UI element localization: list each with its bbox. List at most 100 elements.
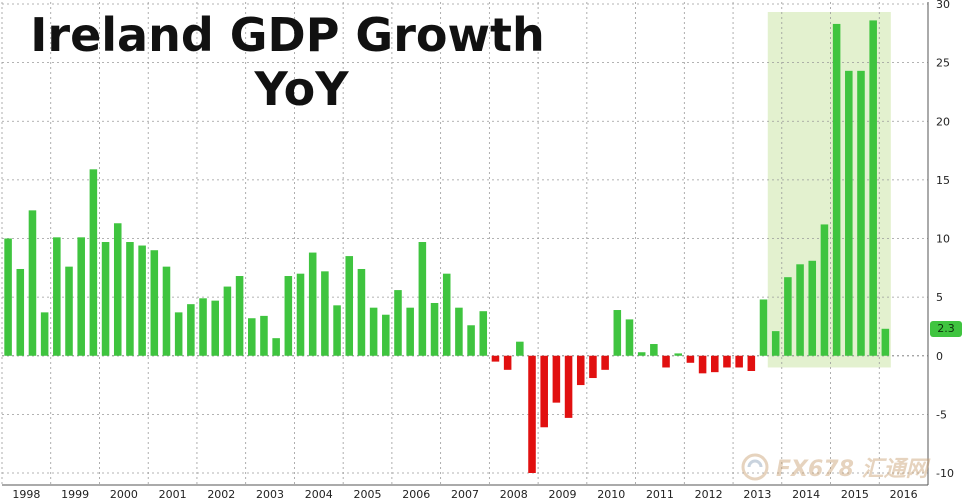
x-tick-label: 1998	[12, 488, 40, 501]
y-tick-label: 20	[936, 115, 950, 128]
y-tick-label: 30	[936, 0, 950, 11]
bar	[759, 299, 768, 356]
chart-title: Ireland GDP Growth YoY	[0, 8, 575, 116]
bar	[576, 355, 585, 386]
y-tick-label: 5	[936, 291, 943, 304]
bar	[832, 23, 841, 356]
x-tick-label: 2014	[792, 488, 820, 501]
bar	[394, 290, 402, 356]
bar	[321, 271, 329, 356]
bar	[686, 355, 695, 363]
bar	[308, 252, 317, 356]
x-tick-label: 2010	[597, 488, 625, 501]
bar	[89, 169, 98, 356]
bar	[418, 242, 427, 356]
x-tick-label: 2006	[402, 488, 430, 501]
bar	[674, 353, 683, 356]
bar	[284, 276, 293, 356]
x-tick-label: 2005	[354, 488, 382, 501]
y-tick-label: 25	[936, 57, 950, 70]
bar	[820, 224, 829, 356]
x-tick-label: 2001	[159, 488, 187, 501]
bar	[65, 266, 73, 356]
fx678-swirl-logo-icon	[741, 453, 769, 481]
bar	[552, 355, 561, 403]
bar	[564, 355, 573, 418]
watermark: FX678 汇通网	[740, 450, 955, 484]
bar	[406, 307, 414, 356]
bar	[138, 245, 146, 356]
bar	[662, 355, 670, 368]
y-tick-label: 15	[936, 174, 950, 187]
bar	[503, 355, 512, 370]
bar	[613, 310, 622, 356]
bar	[455, 307, 463, 356]
title-line-1: Ireland GDP Growth	[30, 8, 545, 62]
x-tick-label: 2011	[646, 488, 674, 501]
bar	[333, 305, 341, 356]
bar	[442, 273, 451, 356]
x-tick-label: 2003	[256, 488, 284, 501]
y-tick-label: 0	[936, 350, 943, 363]
x-tick-label: 2016	[890, 488, 918, 501]
bar	[747, 355, 756, 371]
bar	[771, 331, 780, 356]
x-tick-label: 1999	[61, 488, 89, 501]
bar	[16, 268, 25, 356]
x-tick-label: 2012	[695, 488, 723, 501]
x-tick-label: 2013	[743, 488, 771, 501]
bar	[382, 314, 390, 356]
title-line-2: YoY	[254, 62, 349, 116]
bar	[345, 256, 354, 356]
bar	[723, 355, 731, 368]
bar	[601, 355, 609, 370]
bar	[187, 304, 195, 356]
bar	[540, 355, 548, 428]
bar	[796, 264, 804, 356]
bar	[710, 355, 719, 373]
bar	[357, 268, 366, 356]
bar	[223, 286, 232, 356]
x-tick-label: 2015	[841, 488, 869, 501]
bar	[162, 266, 171, 356]
bar	[784, 277, 792, 356]
bar	[113, 223, 122, 356]
bar	[369, 307, 378, 356]
bar	[126, 242, 134, 356]
bar	[881, 328, 890, 356]
bar	[857, 70, 865, 356]
x-tick-label: 2008	[500, 488, 528, 501]
y-tick-label: -10	[936, 467, 954, 480]
watermark-text: FX678 汇通网	[776, 457, 928, 482]
bar	[247, 318, 256, 356]
bar	[296, 273, 305, 356]
bar	[479, 311, 488, 356]
bar	[467, 325, 475, 356]
bar	[698, 355, 707, 374]
bar	[650, 344, 658, 356]
bar	[272, 338, 280, 356]
x-tick-label: 2004	[305, 488, 333, 501]
bar	[40, 312, 49, 356]
bar	[430, 302, 439, 356]
bar	[528, 355, 536, 473]
x-tick-label: 2002	[207, 488, 235, 501]
bar	[199, 298, 207, 356]
x-tick-label: 2007	[451, 488, 479, 501]
y-tick-label: 10	[936, 233, 950, 246]
bar	[53, 237, 61, 356]
bar	[150, 250, 159, 356]
bar	[869, 20, 877, 356]
bar	[77, 237, 85, 356]
bar	[845, 70, 853, 356]
bar	[174, 312, 183, 356]
bar	[589, 355, 597, 379]
bar	[637, 352, 646, 356]
bar	[625, 319, 634, 356]
last-value-label: 2.3	[930, 320, 962, 337]
bar	[101, 242, 110, 356]
bar	[211, 300, 220, 356]
bar	[260, 315, 268, 356]
bar	[4, 238, 12, 356]
